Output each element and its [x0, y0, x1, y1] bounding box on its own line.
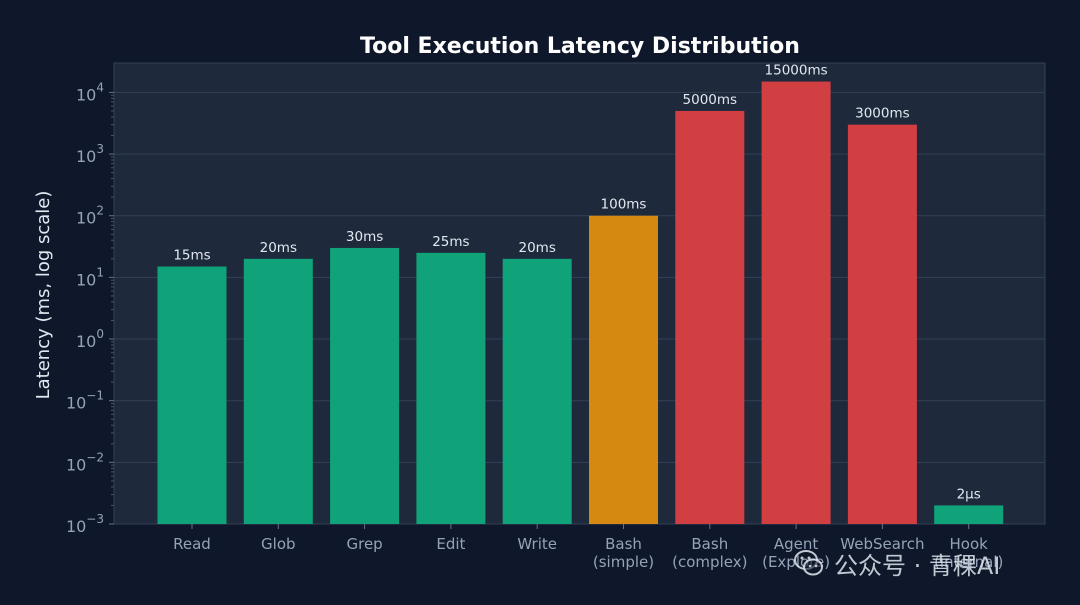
y-axis-label: Latency (ms, log scale) [33, 191, 54, 400]
x-tick-label: WebSearch [840, 535, 924, 553]
x-tick-label: Read [173, 535, 211, 553]
bars [157, 81, 1004, 525]
data-labels: 15ms 20ms 30ms 25ms 20ms 100ms 5000ms 15000ms 30… [173, 63, 980, 503]
x-tick-label: Bash [605, 535, 642, 553]
x-axis-ticks: Read Glob Grep Edit Write Bash(simple)Bash(co… [173, 524, 1003, 571]
x-tick-label: (simple) [593, 553, 654, 571]
bar [157, 266, 227, 524]
bar [675, 110, 745, 524]
bar [416, 252, 486, 524]
data-label: 20ms [519, 240, 556, 256]
bar [589, 215, 658, 525]
chart-title: Tool Execution Latency Distribution [360, 34, 800, 59]
x-tick-label: (Explore) [762, 553, 830, 571]
data-label: 3000ms [855, 106, 910, 122]
data-label: 25ms [432, 234, 469, 250]
bar [502, 258, 572, 524]
data-label: 5000ms [683, 92, 738, 108]
x-tick-label: Write [517, 535, 557, 553]
data-label: 15ms [173, 248, 210, 264]
bar [243, 258, 313, 524]
data-label: 100ms [601, 197, 647, 213]
bar [761, 81, 831, 524]
x-tick-label: Bash [691, 535, 728, 553]
data-label: 30ms [346, 229, 383, 245]
data-label: 2μs [957, 486, 981, 502]
x-tick-label: (internal) [934, 553, 1003, 571]
bar [330, 247, 400, 524]
x-tick-label: (complex) [672, 553, 747, 571]
data-label: 15000ms [765, 63, 828, 79]
data-label: 20ms [260, 240, 297, 256]
x-tick-label: Agent [774, 535, 819, 553]
x-tick-label: Glob [261, 535, 296, 553]
x-tick-label: Grep [346, 535, 382, 553]
x-tick-label: Edit [436, 535, 465, 553]
bar [934, 505, 1004, 524]
bar [847, 124, 917, 524]
x-tick-label: Hook [950, 535, 989, 553]
